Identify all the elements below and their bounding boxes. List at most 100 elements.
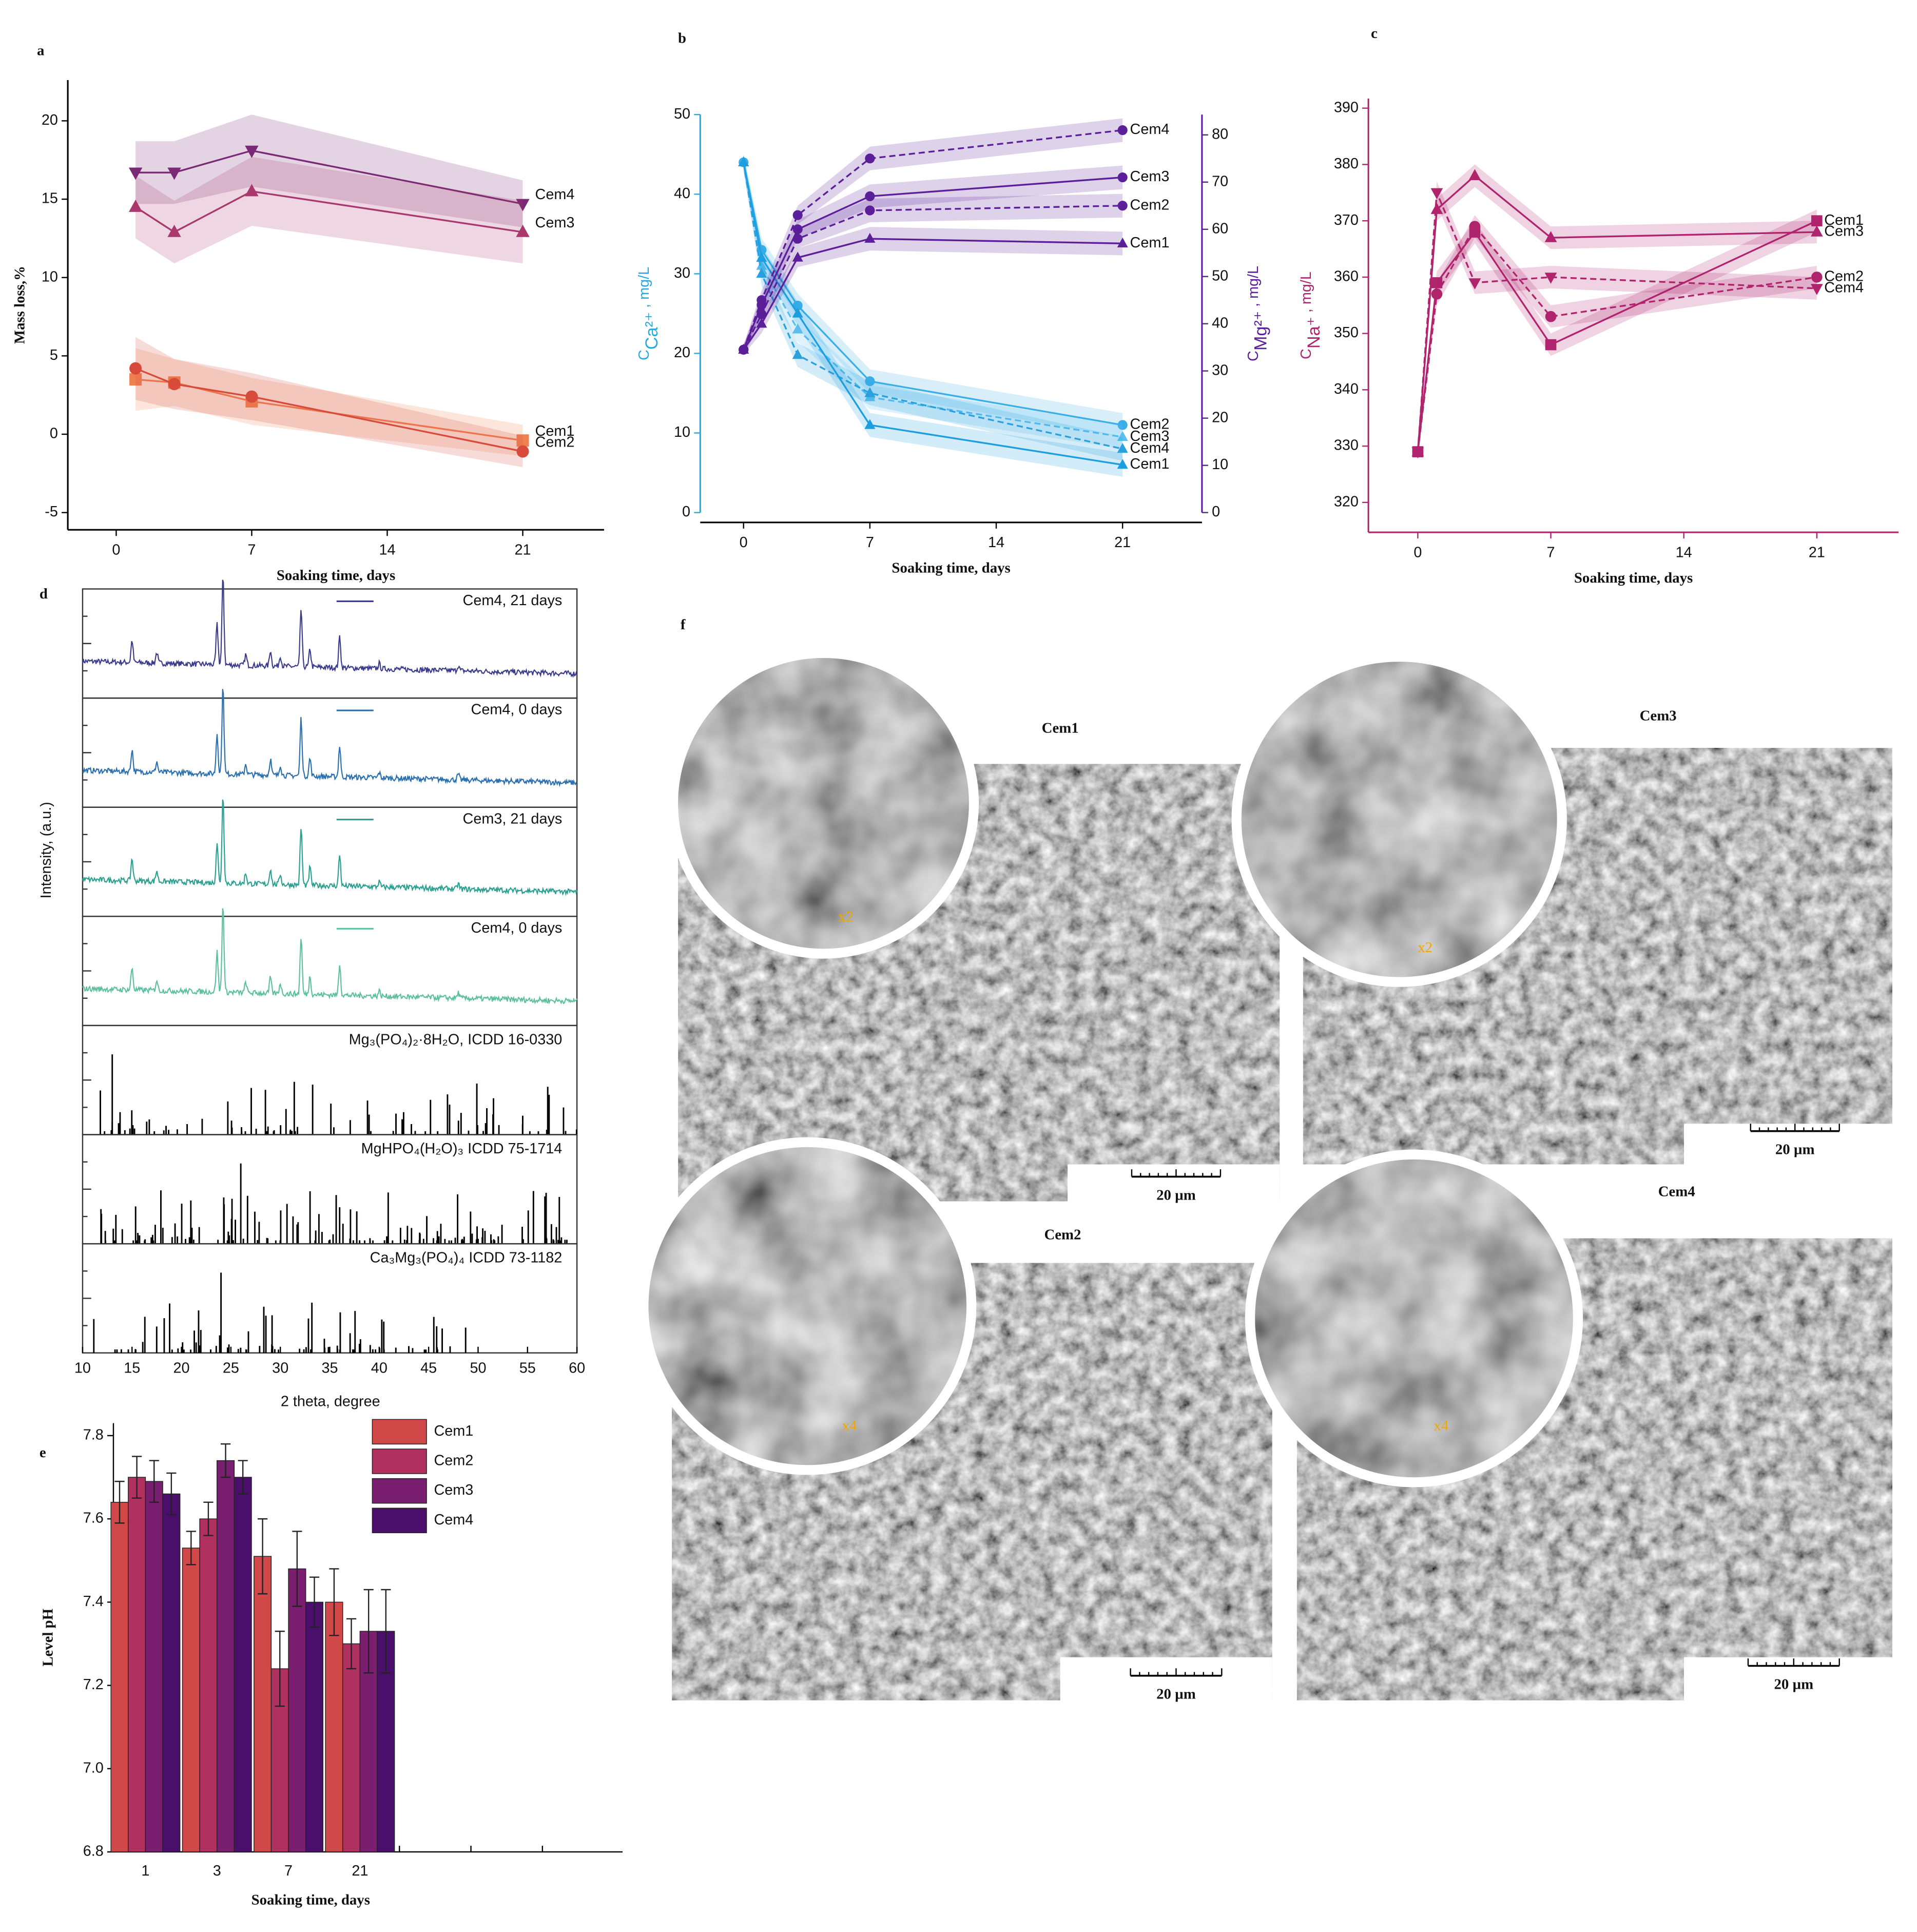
marker [1117, 237, 1128, 248]
trace-label: Cem3, 21 days [463, 810, 563, 827]
panel-letter: a [37, 42, 44, 59]
marker [1431, 288, 1443, 300]
error-bar [258, 1518, 268, 1595]
x-tick-label: 0 [740, 534, 748, 551]
error-bar [292, 1531, 302, 1607]
y-tick-label: 15 [42, 190, 58, 207]
x-tick-label: 55 [519, 1360, 536, 1377]
marker [128, 199, 143, 212]
panel-letter: c [1371, 25, 1378, 42]
zoom-inset [643, 1142, 972, 1470]
marker [168, 378, 181, 391]
y-tick-label: 360 [1334, 268, 1359, 285]
series-line [135, 368, 523, 453]
error-bar [381, 1589, 391, 1674]
x-tick-label: 30 [272, 1360, 288, 1377]
series-label: Cem2 [1824, 268, 1864, 285]
y-axis-label: Intensity, (a.u.) [38, 802, 54, 898]
scale-bar-box [1684, 1657, 1892, 1702]
x-axis-label: 2 theta, degree [281, 1393, 380, 1409]
scale-bar-label: 20 µm [1775, 1142, 1815, 1158]
y2-tick-label: 20 [1212, 409, 1228, 426]
x-tick-label: 14 [1676, 544, 1692, 561]
error-band [743, 154, 1123, 461]
ylabel-sub: Na⁺ [1304, 317, 1324, 349]
y-tick-label: 7.8 [83, 1427, 104, 1443]
y-tick-label: 380 [1334, 156, 1359, 172]
ylabel-sub: Ca²⁺ [642, 312, 662, 350]
error-bar [132, 1456, 142, 1499]
image-label: Cem2 [1044, 1226, 1081, 1243]
x-axis-label: Soaking time, days [277, 567, 395, 584]
bar [234, 1477, 252, 1852]
error-bar [186, 1531, 196, 1566]
marker [792, 224, 803, 235]
x-tick-label: 15 [124, 1360, 140, 1377]
y-tick-label: 350 [1334, 324, 1359, 341]
zoom-inset [1236, 656, 1562, 982]
panel-letter: d [40, 586, 48, 602]
x-tick-label: 21 [515, 542, 531, 558]
y-tick-label: 320 [1334, 493, 1359, 510]
series-label: Cem4 [1130, 440, 1170, 456]
x-tick-label: 21 [352, 1863, 368, 1879]
legend-label: Cem1 [434, 1423, 473, 1439]
x-tick-label: 0 [112, 542, 120, 558]
error-bar [220, 1443, 231, 1478]
error-band [135, 348, 523, 456]
trace-label: Cem4, 21 days [463, 592, 563, 609]
image-label: Cem4 [1658, 1183, 1695, 1200]
ylabel: CNa⁺ , mg/L [1298, 272, 1324, 359]
zoom-inset-border [1231, 651, 1567, 987]
series-line [135, 378, 523, 441]
image-label: Cem3 [1640, 708, 1677, 724]
legend-swatch [372, 1419, 427, 1445]
ylabel-symbol: C [636, 350, 652, 360]
error-bar [203, 1501, 214, 1536]
xrd-trace [82, 689, 577, 787]
error-bar [166, 1472, 177, 1516]
marker [792, 307, 803, 318]
marker [1544, 273, 1557, 284]
ylabel-unit: , mg/L [636, 267, 652, 312]
y2label-symbol: C [1245, 351, 1261, 361]
x-tick-label: 45 [420, 1360, 437, 1377]
y-tick-label: 340 [1334, 381, 1359, 397]
marker [756, 318, 767, 328]
bar [145, 1481, 163, 1852]
marker [1545, 339, 1557, 351]
legend-swatch [372, 1448, 427, 1474]
reference-sticks [93, 1272, 467, 1353]
marker [1545, 311, 1557, 322]
scale-bar-label: 20 µm [1156, 1187, 1196, 1204]
series-line [135, 190, 523, 234]
marker [756, 252, 767, 262]
ylabel: CCa²⁺ , mg/L [636, 267, 662, 360]
x-tick-label: 25 [223, 1360, 239, 1377]
y-tick-label: 7.6 [83, 1510, 104, 1527]
series-label: Cem1 [1130, 235, 1170, 251]
marker [1117, 459, 1128, 469]
ylabel: Mass loss,% [11, 266, 28, 344]
panel-letter: f [681, 616, 686, 633]
marker [1811, 215, 1823, 226]
y-tick-label: 0 [50, 426, 58, 442]
bar [288, 1568, 306, 1852]
x-tick-label: 21 [1114, 534, 1131, 551]
marker [1411, 447, 1424, 459]
error-bar [238, 1460, 248, 1495]
x-tick-label: 3 [213, 1863, 221, 1879]
y-tick-label: 7.2 [83, 1676, 104, 1693]
ylabel-symbol: C [1298, 349, 1314, 359]
y2-tick-label: 40 [1212, 315, 1228, 331]
x-axis-label: Soaking time, days [251, 1892, 370, 1908]
marker [1117, 443, 1128, 453]
marker [792, 349, 803, 359]
zoom-inset [673, 653, 974, 954]
series-line [135, 149, 523, 205]
error-band [743, 165, 1123, 355]
bar [254, 1556, 272, 1852]
error-band [743, 194, 1123, 355]
